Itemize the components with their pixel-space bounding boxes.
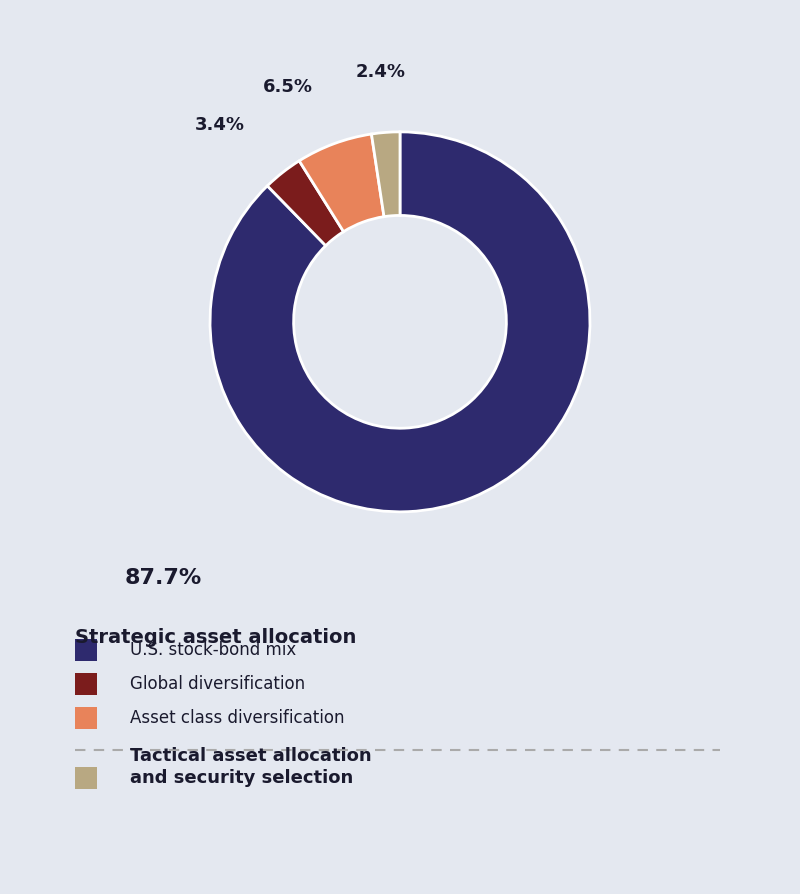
FancyBboxPatch shape [75,673,97,696]
Text: Tactical asset allocation: Tactical asset allocation [130,746,372,764]
FancyBboxPatch shape [75,639,97,662]
Text: U.S. stock-bond mix: U.S. stock-bond mix [130,641,296,659]
Wedge shape [267,161,343,246]
Text: 6.5%: 6.5% [263,78,313,96]
Text: Global diversification: Global diversification [130,675,305,693]
Text: Asset class diversification: Asset class diversification [130,709,345,728]
Wedge shape [371,131,400,216]
Text: 87.7%: 87.7% [125,569,202,588]
Text: Strategic asset allocation: Strategic asset allocation [75,628,356,647]
Text: 3.4%: 3.4% [195,115,245,134]
Wedge shape [210,131,590,511]
Text: and security selection: and security selection [130,769,354,787]
FancyBboxPatch shape [75,707,97,730]
Wedge shape [299,134,384,232]
Text: 2.4%: 2.4% [356,63,406,80]
FancyBboxPatch shape [75,766,97,789]
